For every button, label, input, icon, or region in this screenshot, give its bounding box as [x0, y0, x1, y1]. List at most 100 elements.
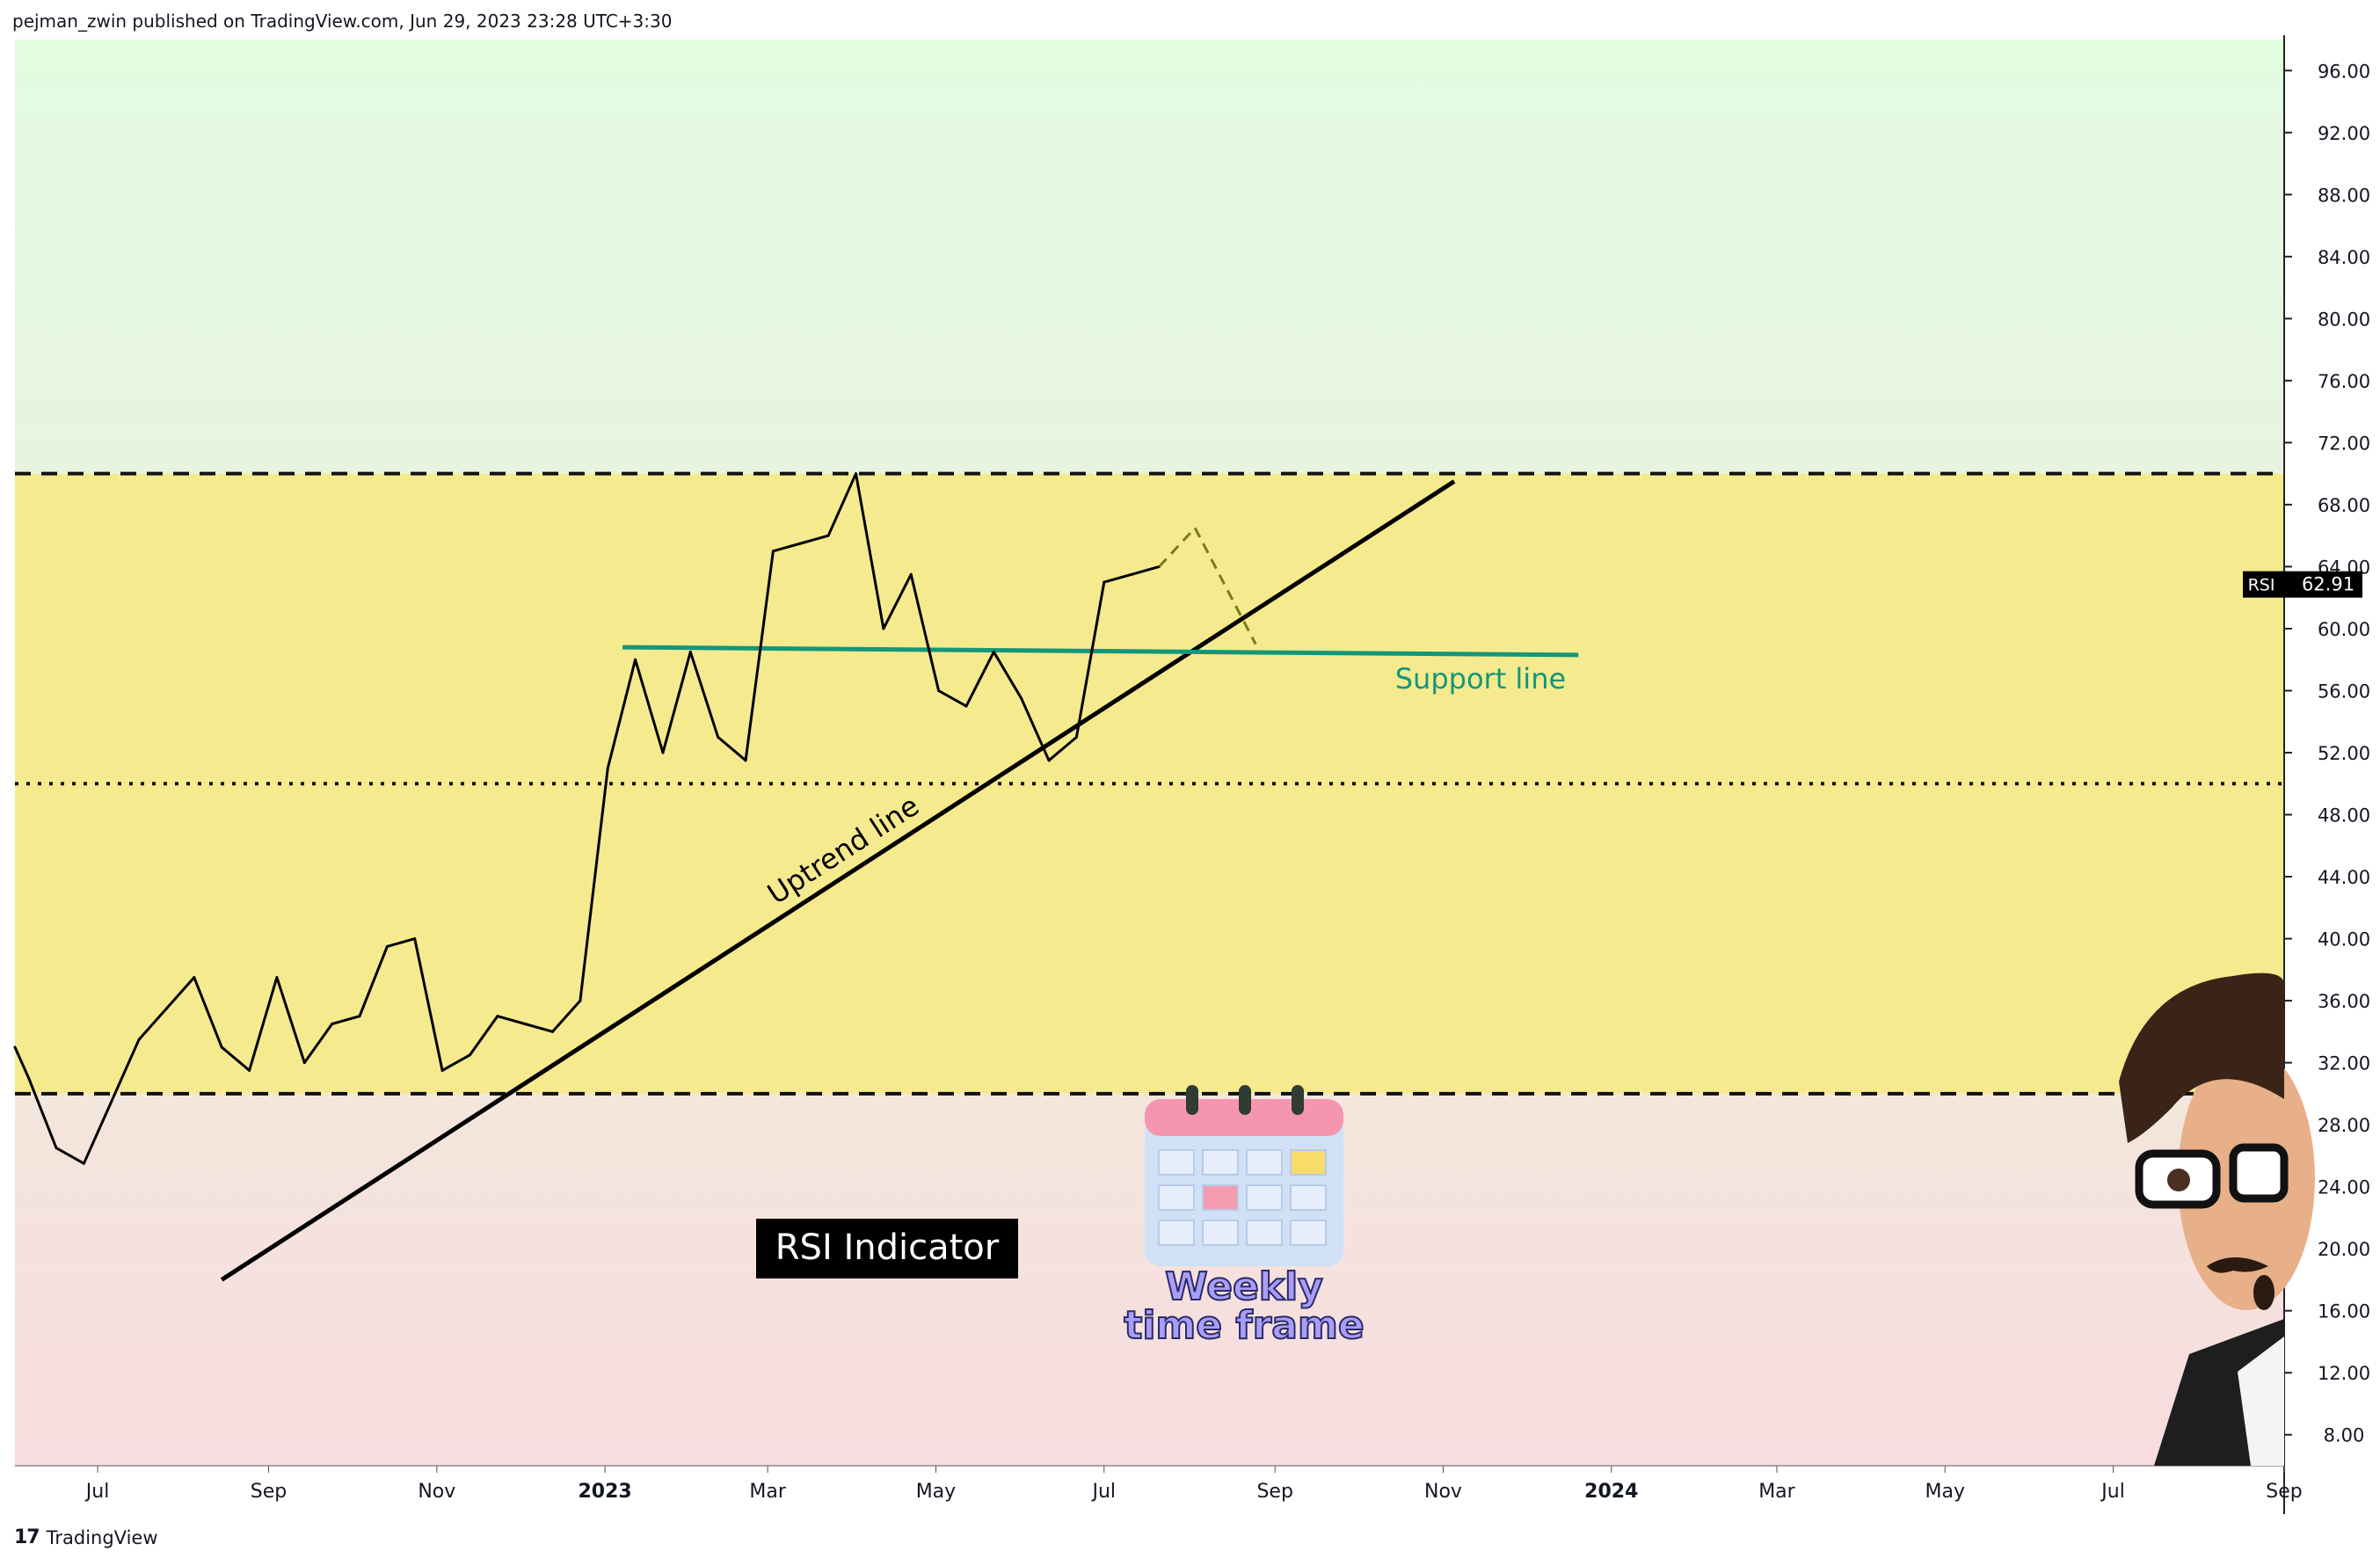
support-line[interactable]	[622, 645, 1579, 658]
rsi-point	[27, 1076, 31, 1080]
rsi-point	[82, 1162, 85, 1165]
rsi-point	[579, 999, 582, 1002]
x-tick-label: 2023	[579, 1481, 632, 1503]
avatar-mustache	[2207, 1257, 2268, 1273]
x-tick-label: Sep	[251, 1481, 287, 1503]
rsi-point	[1020, 696, 1023, 700]
rsi-point	[55, 1147, 58, 1150]
rsi-point	[1074, 735, 1078, 739]
calendar-cell	[1202, 1149, 1239, 1176]
rsi-point	[496, 1015, 499, 1018]
calendar-cell	[1246, 1149, 1283, 1176]
rsi-point	[688, 650, 692, 653]
support-line-group: Support line	[622, 645, 1579, 696]
rsi-point	[440, 1068, 444, 1072]
y-tick-label: 8.00	[2324, 1425, 2365, 1446]
x-tick-label: Nov	[1424, 1481, 1462, 1503]
x-tick-label: Jul	[2100, 1481, 2125, 1503]
tradingview-footer[interactable]: 17 TradingView	[14, 1526, 158, 1548]
rsi-point	[385, 944, 389, 948]
x-tick-label: Sep	[2266, 1481, 2302, 1503]
y-tick-label: 44.00	[2318, 867, 2370, 888]
avatar-shirt	[2238, 1337, 2284, 1466]
rsi-point	[634, 658, 637, 661]
avatar-glasses-right	[2229, 1143, 2289, 1203]
rsi-point	[551, 1030, 555, 1033]
y-tick-label: 76.00	[2318, 371, 2370, 392]
tradingview-logo-icon: 17	[14, 1526, 40, 1548]
y-tick-label: 12.00	[2318, 1363, 2370, 1384]
calendar-cell	[1290, 1220, 1327, 1246]
avatar-beard	[2253, 1275, 2274, 1310]
y-tick-label: 40.00	[2318, 929, 2370, 951]
rsi-point	[137, 1038, 141, 1041]
calendar-cell	[1246, 1184, 1283, 1211]
x-tick-label: May	[916, 1481, 956, 1503]
rsi-point	[331, 1023, 334, 1026]
y-tick-label: 28.00	[2318, 1115, 2370, 1136]
y-tick-label: 36.00	[2318, 991, 2370, 1012]
y-tick-label: 60.00	[2318, 619, 2370, 640]
support-label: Support line	[1395, 662, 1566, 696]
rsi-point	[275, 976, 279, 980]
rsi-point	[413, 937, 417, 941]
rsi-point	[771, 550, 775, 553]
rsi-point	[164, 1007, 168, 1010]
rsi-point	[992, 650, 995, 653]
x-tick-label: Nov	[418, 1481, 455, 1503]
calendar-cell	[1246, 1220, 1283, 1246]
uptrend-line[interactable]	[220, 479, 1456, 1282]
rsi-point	[717, 735, 720, 739]
y-tick-label: 48.00	[2318, 805, 2370, 827]
timeframe-line1: Weekly	[1165, 1264, 1323, 1309]
overbought-zone	[15, 40, 2284, 474]
y-tick-label: 96.00	[2318, 61, 2370, 82]
rsi-point	[1130, 572, 1133, 576]
publisher-caption: pejman_zwin published on TradingView.com…	[12, 11, 673, 32]
rsi-point	[882, 627, 885, 630]
rsi-point	[1047, 759, 1051, 762]
rsi-point	[799, 542, 803, 545]
calendar-cell	[1158, 1149, 1195, 1176]
y-tick-label: 84.00	[2318, 247, 2370, 268]
rsi-point	[193, 976, 196, 980]
calendar-ring	[1186, 1085, 1198, 1115]
y-tick-label: 32.00	[2318, 1053, 2370, 1074]
rsi-point	[220, 1045, 223, 1049]
avatar-eye	[2167, 1169, 2190, 1191]
tradingview-brand: TradingView	[46, 1526, 158, 1548]
y-tick-label: 68.00	[2318, 495, 2370, 516]
y-tick-label: 24.00	[2318, 1177, 2370, 1198]
rsi-badge-label: RSI	[2248, 576, 2275, 595]
calendar-cell	[1290, 1149, 1327, 1176]
timeframe-line2: time frame	[1124, 1303, 1364, 1348]
x-tick-label: 2024	[1584, 1481, 1638, 1503]
y-tick-label: 52.00	[2318, 743, 2370, 764]
calendar-ring	[1292, 1085, 1304, 1115]
y-tick-label: 20.00	[2318, 1239, 2370, 1260]
title-box	[756, 1219, 1018, 1278]
rsi-series	[13, 472, 1257, 1165]
rsi-point	[110, 1100, 113, 1103]
rsi-point	[661, 751, 665, 754]
x-tick-label: Jul	[1090, 1481, 1116, 1503]
rsi-value-badge	[2243, 571, 2362, 598]
rsi-point	[826, 534, 830, 537]
rsi-point	[744, 759, 747, 762]
x-tick-label: May	[1925, 1481, 1965, 1503]
rsi-badge-value: 62.91	[2302, 574, 2355, 595]
rsi-point	[13, 1045, 17, 1049]
time-axis: Jul Sep Nov 2023 Mar May Jul Sep Nov 2024 Mar May Ju…	[84, 1466, 2303, 1503]
calendar-cell	[1158, 1184, 1195, 1211]
y-tick-label: 16.00	[2318, 1301, 2370, 1322]
title-box-text: RSI Indicator	[775, 1227, 1000, 1268]
price-axis: 96.00 92.00 88.00 84.00 80.00 76.00 72.00 68.00…	[2284, 61, 2370, 1446]
x-tick-label: Jul	[84, 1481, 110, 1503]
rsi-point	[248, 1068, 251, 1072]
rsi-point	[358, 1015, 361, 1018]
calendar-cell	[1158, 1220, 1195, 1246]
y-tick-label: 88.00	[2318, 185, 2370, 206]
rsi-point	[523, 1023, 527, 1026]
